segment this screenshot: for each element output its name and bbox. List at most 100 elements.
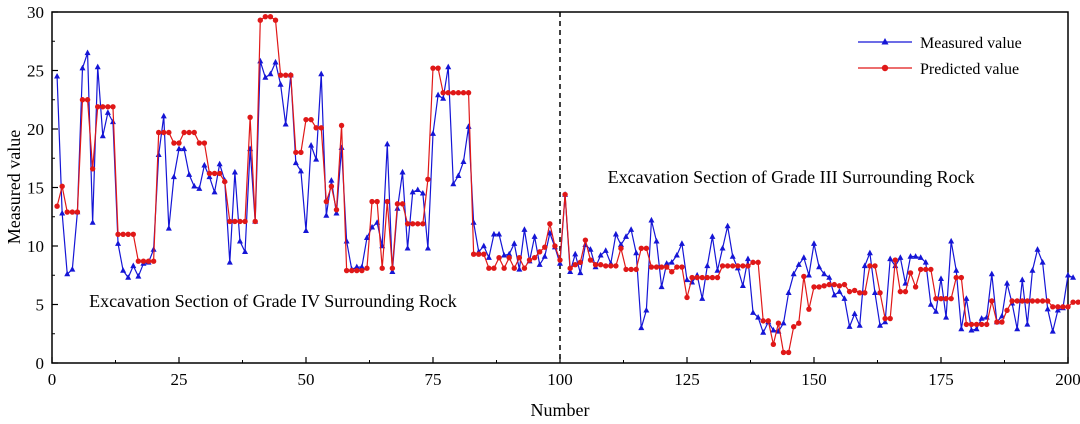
- point-predicted: [247, 114, 253, 121]
- point-measured: [511, 240, 518, 246]
- point-predicted: [552, 243, 558, 249]
- point-predicted: [811, 284, 817, 290]
- point-measured: [790, 270, 797, 277]
- x-tick-label: 125: [674, 370, 700, 389]
- point-predicted: [907, 270, 914, 276]
- point-measured: [1029, 267, 1036, 273]
- point-predicted: [968, 321, 975, 328]
- point-measured: [704, 262, 711, 269]
- point-predicted: [501, 265, 507, 271]
- point-predicted: [592, 262, 599, 268]
- point-measured: [826, 274, 833, 280]
- point-predicted: [638, 245, 644, 252]
- point-predicted: [806, 306, 812, 312]
- point-predicted: [430, 65, 436, 71]
- point-predicted: [166, 129, 172, 136]
- point-measured: [94, 63, 101, 70]
- point-predicted: [288, 72, 294, 78]
- x-tick-label: 175: [928, 370, 954, 389]
- point-measured: [577, 269, 584, 276]
- point-measured: [242, 248, 249, 255]
- point-predicted: [298, 149, 304, 156]
- point-measured: [739, 282, 746, 288]
- point-predicted: [1019, 298, 1025, 304]
- point-predicted: [333, 207, 340, 213]
- point-measured: [760, 329, 767, 335]
- point-predicted: [222, 178, 228, 185]
- legend-item-predicted: Predicted value: [858, 61, 1019, 78]
- point-predicted: [237, 218, 243, 225]
- point-predicted: [618, 245, 624, 252]
- point-predicted: [262, 13, 269, 20]
- point-predicted: [191, 129, 197, 136]
- point-predicted: [973, 321, 980, 328]
- point-measured: [567, 268, 574, 274]
- point-measured: [496, 230, 503, 237]
- point-predicted: [110, 104, 116, 110]
- point-predicted: [760, 318, 766, 324]
- point-measured: [455, 172, 462, 178]
- series-line-predicted: [56, 16, 1079, 354]
- point-predicted: [186, 129, 192, 136]
- point-predicted: [1029, 298, 1036, 304]
- point-measured: [501, 251, 508, 258]
- point-measured: [1070, 274, 1077, 280]
- point-measured: [663, 260, 670, 266]
- point-measured: [988, 270, 995, 277]
- point-predicted: [1075, 299, 1080, 305]
- point-measured: [785, 289, 792, 295]
- point-measured: [155, 151, 162, 157]
- point-predicted: [140, 258, 147, 264]
- point-predicted: [1014, 298, 1020, 304]
- point-predicted: [135, 258, 142, 264]
- point-predicted: [542, 244, 548, 250]
- point-predicted: [89, 166, 96, 172]
- point-measured: [318, 70, 325, 77]
- point-predicted: [770, 341, 777, 347]
- point-measured: [744, 255, 751, 262]
- point-predicted: [796, 320, 802, 326]
- point-measured: [922, 258, 929, 265]
- point-measured: [912, 253, 919, 259]
- point-measured: [308, 141, 315, 148]
- point-measured: [623, 233, 630, 239]
- point-predicted: [857, 290, 863, 296]
- point-predicted: [399, 201, 406, 207]
- point-predicted: [1009, 298, 1015, 304]
- point-predicted: [933, 295, 939, 302]
- point-predicted: [912, 284, 919, 290]
- point-measured: [1065, 271, 1071, 278]
- point-measured: [658, 283, 665, 290]
- point-measured: [115, 240, 122, 246]
- point-predicted: [1004, 307, 1010, 314]
- y-tick-label: 25: [27, 62, 44, 81]
- point-predicted: [206, 170, 213, 177]
- point-measured: [1024, 320, 1031, 327]
- point-predicted: [404, 221, 411, 227]
- point-predicted: [938, 295, 944, 302]
- point-measured: [176, 145, 182, 152]
- point-measured: [597, 251, 604, 258]
- point-predicted: [948, 295, 954, 302]
- y-tick-label: 15: [27, 179, 44, 198]
- point-measured: [699, 295, 706, 301]
- point-predicted: [846, 288, 853, 295]
- point-predicted: [719, 263, 726, 269]
- point-measured: [84, 49, 91, 56]
- point-predicted: [369, 198, 375, 205]
- point-predicted: [801, 273, 807, 280]
- legend-marker-predicted: [881, 64, 889, 72]
- point-predicted: [862, 290, 868, 296]
- legend-marker-measured: [881, 38, 889, 45]
- point-predicted: [923, 266, 929, 273]
- point-predicted: [293, 149, 299, 156]
- point-predicted: [628, 266, 634, 273]
- point-predicted: [608, 263, 614, 269]
- point-measured: [709, 233, 716, 239]
- point-predicted: [216, 170, 223, 177]
- point-measured: [191, 182, 198, 189]
- point-predicted: [775, 320, 782, 326]
- point-measured: [953, 267, 960, 273]
- point-predicted: [303, 116, 309, 123]
- point-predicted: [547, 221, 553, 227]
